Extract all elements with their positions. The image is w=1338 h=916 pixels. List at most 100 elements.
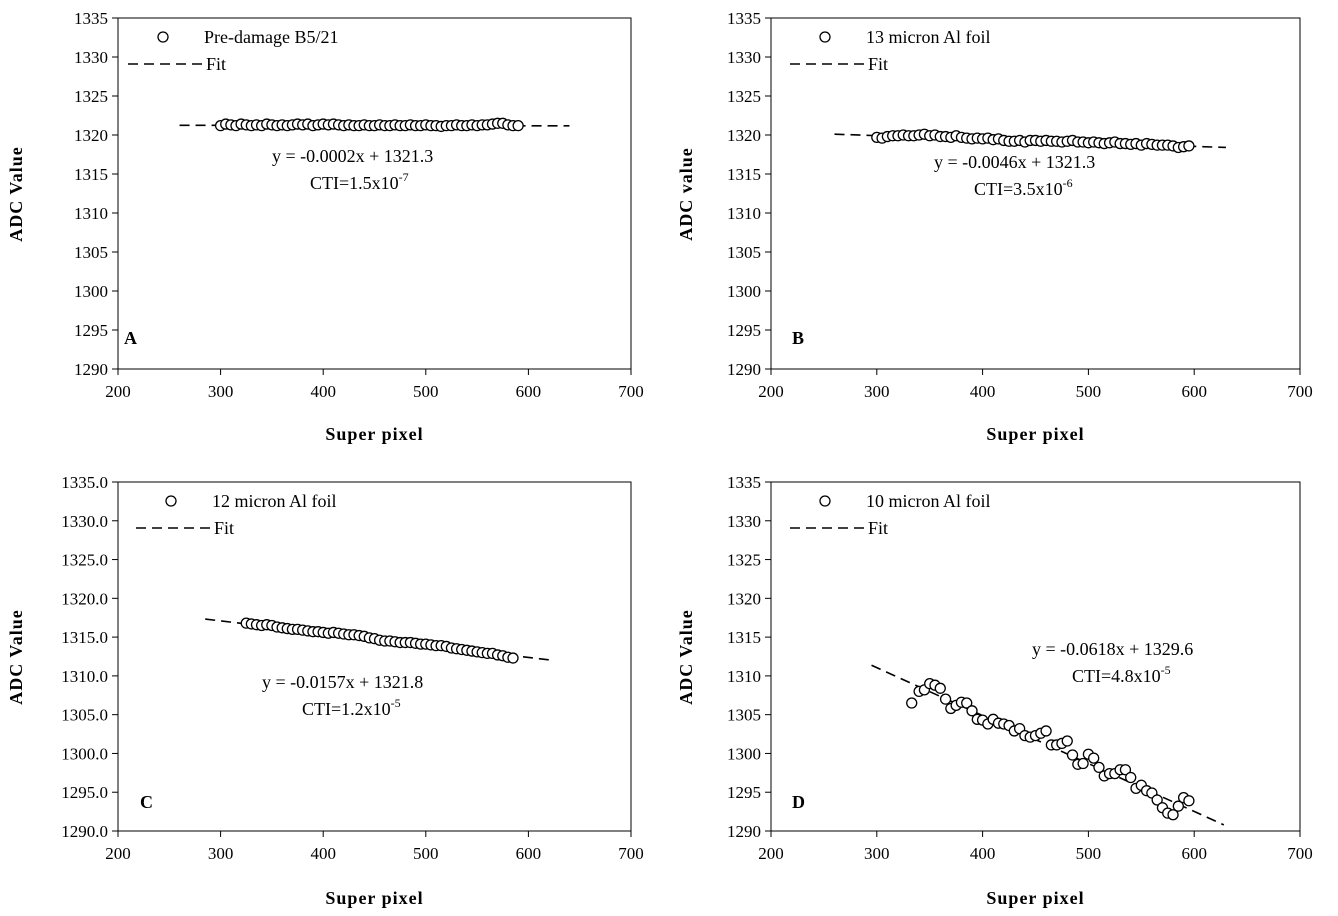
y-tick-label: 1330 [727, 48, 761, 67]
y-tick-label: 1335.0 [61, 473, 108, 492]
y-tick-label: 1335 [74, 9, 108, 28]
y-tick-label: 1335 [727, 9, 761, 28]
legend-fit-label: Fit [206, 54, 226, 74]
legend-marker-label: Pre-damage B5/21 [204, 27, 338, 47]
panel-letter: B [792, 328, 804, 348]
x-axis-title: Super pixel [325, 424, 423, 444]
panel-letter: C [140, 792, 153, 812]
data-point [961, 697, 973, 709]
cti-base: CTI=4.8x10 [1072, 666, 1161, 686]
x-tick-label: 400 [970, 382, 996, 401]
cti-annotation: CTI=1.5x10-7 [310, 170, 409, 193]
x-tick-label: 200 [758, 382, 784, 401]
x-axis-title: Super pixel [986, 424, 1084, 444]
x-tick-label: 500 [413, 844, 439, 863]
plot-frame [770, 17, 1301, 370]
fit-equation: y = -0.0046x + 1321.3 [934, 152, 1095, 172]
data-point [512, 119, 524, 132]
y-tick-label: 1290 [727, 360, 761, 379]
legend-fit-label: Fit [868, 518, 888, 538]
cti-exponent: -6 [1063, 176, 1073, 190]
y-tick-label: 1290.0 [61, 822, 108, 841]
cti-exponent: -7 [399, 170, 409, 184]
panel-letter: D [792, 792, 805, 812]
y-tick-label: 1300 [74, 282, 108, 301]
x-tick-label: 400 [310, 382, 336, 401]
y-tick-label: 1325.0 [61, 551, 108, 570]
y-tick-label: 1315 [727, 628, 761, 647]
x-tick-label: 200 [105, 844, 131, 863]
data-point [1167, 809, 1179, 821]
data-point [1077, 757, 1089, 770]
cti-annotation: CTI=3.5x10-6 [974, 176, 1073, 199]
y-tick-label: 1315 [727, 165, 761, 184]
plot-frame [770, 481, 1301, 832]
legend: Pre-damage B5/21 Fit [128, 27, 338, 74]
y-tick-label: 1325 [74, 87, 108, 106]
legend-marker-symbol [819, 31, 831, 43]
data-point [1172, 800, 1184, 812]
data-point [1088, 752, 1100, 764]
x-tick-label: 300 [208, 382, 234, 401]
panel-letter: A [124, 328, 137, 348]
cti-annotation: CTI=1.2x10-5 [302, 696, 401, 719]
chart-panel-d: 200 300 400 500 600 700 1290 1295 1300 1305 1310 13… [676, 473, 1313, 908]
y-tick-label: 1305.0 [61, 706, 108, 725]
data-point [939, 693, 952, 705]
fit-equation: y = -0.0157x + 1321.8 [262, 672, 423, 692]
x-tick-label: 500 [413, 382, 439, 401]
y-tick-label: 1325 [727, 87, 761, 106]
y-tick-label: 1320 [727, 126, 761, 145]
legend-marker-label: 10 micron Al foil [866, 491, 991, 511]
data-point [1183, 795, 1195, 807]
cti-base: CTI=3.5x10 [974, 179, 1063, 199]
x-tick-label: 500 [1076, 844, 1102, 863]
legend-marker-symbol [157, 31, 169, 43]
y-axis-title: ADC Value [6, 609, 26, 705]
data-point [1040, 725, 1052, 737]
data-points [240, 617, 519, 664]
y-tick-label: 1300.0 [61, 744, 108, 763]
chart-panel-a: 200 300 400 500 600 700 1290 1295 1300 1305 1310 13… [6, 9, 644, 444]
y-tick-label: 1305 [727, 706, 761, 725]
data-point [934, 682, 946, 694]
data-point [1061, 735, 1073, 747]
y-tick-label: 1320 [74, 126, 108, 145]
x-tick-label: 600 [1181, 844, 1207, 863]
y-tick-label: 1300 [727, 744, 761, 763]
y-tick-label: 1310 [727, 667, 761, 686]
y-tick-label: 1320.0 [61, 589, 108, 608]
x-tick-label: 200 [105, 382, 131, 401]
x-axis-title: Super pixel [986, 888, 1084, 908]
data-point [966, 705, 978, 717]
x-tick-label: 300 [864, 382, 890, 401]
cti-base: CTI=1.2x10 [302, 699, 391, 719]
y-tick-label: 1295.0 [61, 783, 108, 802]
y-tick-label: 1295 [727, 783, 761, 802]
y-tick-label: 1305 [727, 243, 761, 262]
legend: 12 micron Al foil Fit [136, 491, 337, 538]
y-axis-title: ADC Value [676, 609, 696, 705]
y-tick-label: 1330.0 [61, 512, 108, 531]
fit-equation: y = -0.0002x + 1321.3 [272, 146, 433, 166]
x-tick-label: 700 [1287, 382, 1313, 401]
cti-base: CTI=1.5x10 [310, 173, 399, 193]
y-tick-label: 1330 [74, 48, 108, 67]
plot-frame [117, 481, 632, 832]
y-tick-label: 1335 [727, 473, 761, 492]
y-tick-label: 1290 [727, 822, 761, 841]
y-tick-label: 1295 [727, 321, 761, 340]
fit-equation: y = -0.0618x + 1329.6 [1032, 639, 1193, 659]
x-tick-label: 600 [516, 844, 542, 863]
x-tick-label: 700 [618, 382, 644, 401]
x-tick-label: 500 [1076, 382, 1102, 401]
y-tick-label: 1330 [727, 512, 761, 531]
chart-panel-b: 200 300 400 500 600 700 1290 1295 1300 1305 1310 13… [676, 9, 1313, 444]
x-tick-label: 300 [208, 844, 234, 863]
y-tick-label: 1295 [74, 321, 108, 340]
y-tick-label: 1310 [727, 204, 761, 223]
data-point [1066, 749, 1079, 761]
x-tick-label: 300 [864, 844, 890, 863]
x-tick-label: 200 [758, 844, 784, 863]
data-point [1125, 771, 1137, 784]
